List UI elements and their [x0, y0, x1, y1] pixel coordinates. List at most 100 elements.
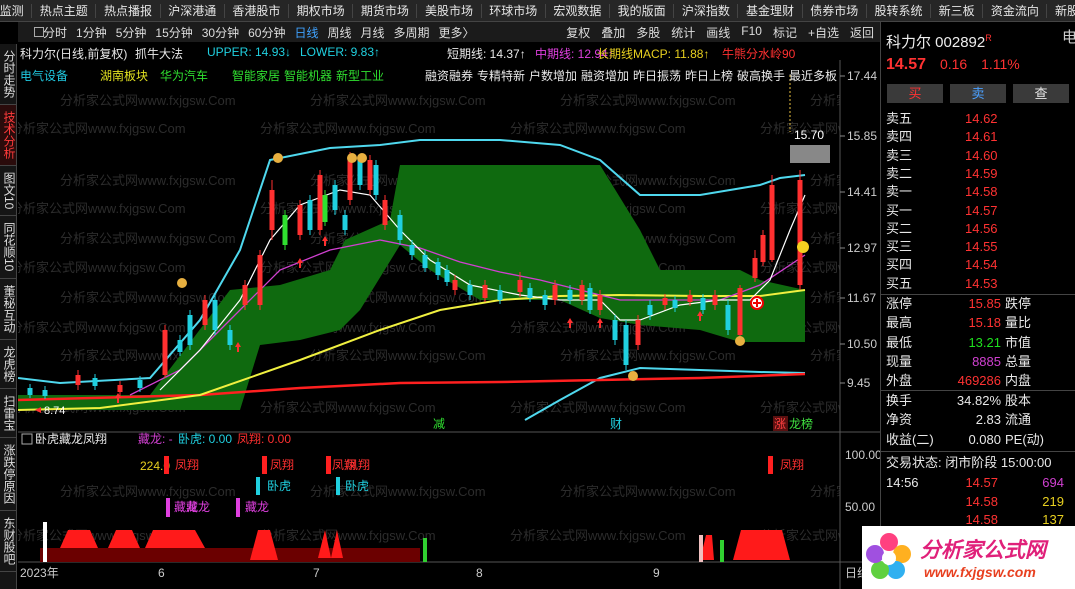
indicator-item: 科力尔(日线,前复权) [20, 47, 128, 61]
status-phase: 闭市阶段 [945, 455, 998, 470]
trade-button[interactable]: 卖 [950, 84, 1006, 103]
logo-url: www.fxjgsw.com [924, 564, 1036, 580]
menu-item[interactable]: 新股IPO [1047, 4, 1075, 18]
watermark: 分析家公式网www.fxjgsw.Com [810, 484, 880, 499]
side-tab[interactable]: 龙虎榜 [0, 340, 16, 389]
stat-value: 13.21 [968, 334, 1001, 350]
book-label: 卖二 [886, 165, 913, 181]
menu-item[interactable]: 资金流向 [983, 3, 1048, 18]
stat-value: 34.82% [956, 393, 1001, 408]
watermark: 分析家公式网www.fxjgsw.Com [18, 201, 186, 216]
tag: 破高换手 [737, 69, 786, 83]
fengxiang-label: 凤翔 [780, 458, 804, 472]
tick-volume: 694 [1042, 475, 1064, 490]
period-tab[interactable]: 多周期 [393, 25, 430, 40]
tag: 昨日上榜 [685, 69, 734, 83]
menu-item[interactable]: 股转系统 [867, 3, 932, 18]
menu-item[interactable]: 债券市场 [803, 3, 867, 18]
period-tab[interactable]: 5分钟 [115, 25, 147, 40]
tool-button[interactable]: 画线 [706, 25, 731, 40]
menu-item[interactable]: 沪深港通 [161, 3, 225, 18]
price-row: 14.57 0.16 1.11% [881, 55, 1075, 73]
status-row: 交易状态: 闭市阶段 15:00:00 [881, 454, 1075, 472]
trade-button[interactable]: 买 [887, 84, 943, 103]
period-tab[interactable]: 分时 [43, 25, 68, 40]
menu-item[interactable]: 基金理财 [738, 3, 803, 18]
tool-button[interactable]: 统计 [671, 25, 696, 40]
period-tab[interactable]: 周线 [327, 25, 352, 40]
wohu-label: 卧虎 [267, 479, 291, 493]
quote-panel: 科力尔 002892R 电 14.57 0.16 1.11% 买卖查 卖五 14.… [880, 22, 1075, 589]
separator [881, 294, 1075, 295]
toolbar: 分时 1分钟 5分钟 15分钟 30分钟 60分钟 日线 周线 月线 多周期 更多〉 复权 叠加 多股统… [18, 22, 880, 43]
menu-item[interactable]: 监测 [0, 3, 33, 18]
menu-item[interactable]: 美股市场 [417, 3, 482, 18]
watermark: 分析家公式网www.fxjgsw.Com [810, 173, 880, 188]
tool-buttons: 复权 叠加 多股 统计 画线 F10 标记 +自选 返回 [566, 24, 874, 41]
book-row: 卖三 14.60 [881, 147, 1075, 165]
period-tab[interactable]: 更多〉 [438, 25, 475, 40]
menu-item[interactable]: 宏观数据 [546, 3, 611, 18]
tool-button[interactable]: 多股 [636, 25, 661, 40]
tool-button[interactable]: 标记 [772, 25, 797, 40]
tool-button[interactable]: 叠加 [601, 25, 626, 40]
menu-item[interactable]: 香港股市 [225, 3, 290, 18]
menu-item[interactable]: 新三板 [931, 3, 984, 18]
period-tab[interactable]: 15分钟 [155, 25, 193, 40]
book-price: 14.58 [965, 184, 998, 200]
book-label: 买二 [886, 220, 913, 236]
tool-button[interactable]: 返回 [849, 25, 874, 40]
period-tab[interactable]: 60分钟 [248, 25, 286, 40]
side-tab[interactable]: 同花顺10 [0, 216, 16, 279]
menu-item[interactable]: 期权市场 [289, 3, 354, 18]
menu-item[interactable]: 环球市场 [482, 3, 546, 18]
stock-header: 科力尔 002892R 电 [881, 29, 1075, 51]
tool-button[interactable]: +自选 [807, 25, 839, 40]
tag: 电气设备 [20, 69, 69, 83]
period-tab[interactable]: 1分钟 [76, 25, 107, 40]
side-tab[interactable]: 东财股吧 [0, 511, 16, 572]
stat-label: PE(动) [1005, 431, 1045, 447]
period-tab[interactable]: 月线 [360, 25, 385, 40]
watermark: 分析家公式网www.fxjgsw.Com [60, 231, 236, 246]
menu-item[interactable]: 我的版面 [610, 3, 675, 18]
side-tabs: 分时走势 技术分析 图文10 同花顺10 董秘互动 龙虎榜 扫雷宝 涨跌停原因 东财股吧 [0, 44, 17, 589]
watermark: 分析家公式网www.fxjgsw.Com [60, 484, 236, 499]
book-label: 卖三 [886, 147, 913, 163]
menu-item[interactable]: 热点主题 [32, 3, 97, 18]
menu-item[interactable]: 期货市场 [353, 3, 418, 18]
period-tab[interactable]: 30分钟 [201, 25, 240, 40]
side-tab[interactable]: 分时走势 [0, 44, 16, 105]
watermark: 分析家公式网www.fxjgsw.Com [810, 348, 880, 363]
side-tab[interactable]: 技术分析 [0, 105, 16, 166]
sub-axis-label: 50.00 [845, 500, 875, 514]
stat-label: 净资 [886, 412, 913, 428]
book-row: 买一 14.57 [881, 202, 1075, 220]
tool-button[interactable]: F10 [741, 23, 762, 38]
tick-volume: 219 [1042, 493, 1064, 509]
tag: 户数增加 [529, 69, 578, 83]
tool-button[interactable]: 复权 [566, 25, 591, 40]
side-tab[interactable]: 涨跌停原因 [0, 438, 16, 511]
watermark: 分析家公式网www.fxjgsw.Com [310, 484, 486, 499]
plus-icon-cross [753, 299, 761, 307]
y-tick-label: 12.97 [847, 241, 877, 255]
side-tab[interactable]: 图文10 [0, 166, 16, 217]
tick-price: 14.58 [965, 512, 998, 527]
side-tab[interactable]: 扫雷宝 [0, 389, 16, 438]
watermark: 分析家公式网www.fxjgsw.Com [310, 348, 486, 363]
menu-item[interactable]: 热点播报 [96, 3, 161, 18]
period-tab[interactable]: 日线 [294, 25, 319, 40]
x-tick-label: 2023年 [20, 566, 59, 580]
tick-volume: 137 [1042, 512, 1064, 527]
trade-button[interactable]: 查 [1013, 84, 1069, 103]
tick-price: 14.57 [965, 475, 998, 490]
side-tab[interactable]: 董秘互动 [0, 279, 16, 340]
tick-row: 14:56 14.57 694 [881, 474, 1075, 492]
sub-legend: 藏龙: - [138, 432, 173, 446]
stat-row: 换手 34.82% 股本 [881, 392, 1075, 410]
x-tick-label: 7 [313, 566, 320, 580]
watermark: 分析家公式网www.fxjgsw.Com [560, 348, 736, 363]
menu-item[interactable]: 沪深指数 [674, 3, 739, 18]
fengxiang-label: 凤翔 [175, 458, 199, 472]
